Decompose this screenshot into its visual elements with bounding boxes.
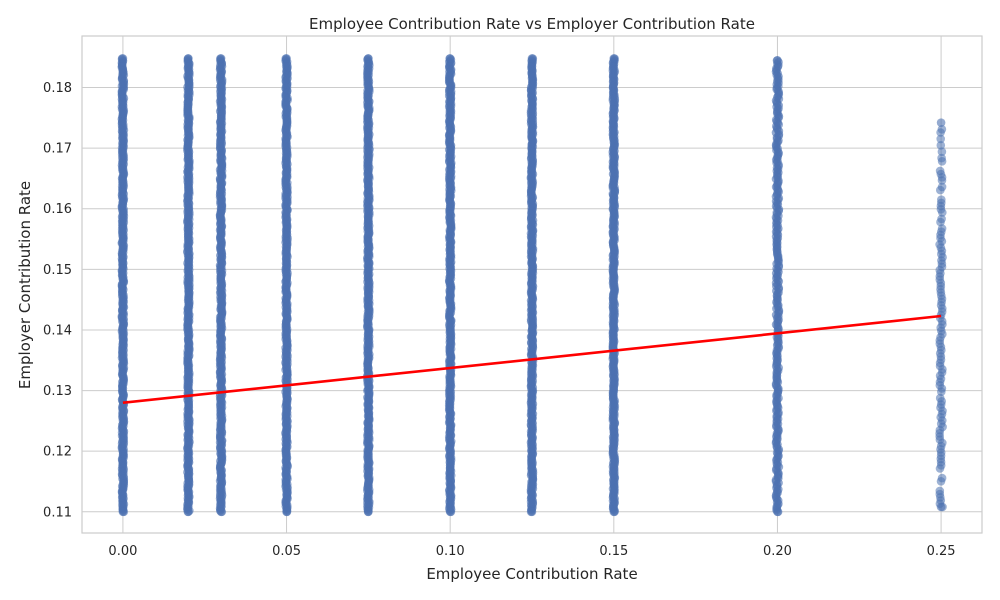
data-point <box>364 54 373 63</box>
data-point <box>527 507 537 517</box>
x-tick-label: 0.05 <box>272 544 301 559</box>
data-point <box>935 486 945 496</box>
y-tick-label: 0.11 <box>43 505 72 520</box>
x-axis-label: Employee Contribution Rate <box>426 565 637 583</box>
y-tick-label: 0.18 <box>43 81 72 96</box>
data-point <box>935 393 945 403</box>
data-point <box>935 166 945 176</box>
x-tick-label: 0.20 <box>763 544 792 559</box>
data-point <box>936 118 946 127</box>
y-tick-label: 0.14 <box>43 323 72 338</box>
point-column <box>117 54 129 517</box>
point-column <box>363 54 374 517</box>
point-column <box>215 54 227 517</box>
data-points <box>117 54 947 517</box>
data-point <box>773 55 782 65</box>
chart-title: Employee Contribution Rate vs Employer C… <box>309 15 755 33</box>
data-point <box>937 147 947 156</box>
data-point <box>937 125 947 134</box>
data-point <box>527 54 537 63</box>
data-point <box>445 54 455 63</box>
y-tick-label: 0.12 <box>43 445 72 460</box>
y-tick-label: 0.16 <box>43 202 72 217</box>
data-point <box>773 507 782 517</box>
x-tick-label: 0.00 <box>108 544 137 559</box>
data-point <box>216 507 226 517</box>
data-point <box>216 54 226 63</box>
regression-line-layer <box>122 314 942 404</box>
x-tick-label: 0.15 <box>599 544 628 559</box>
y-tick-labels: 0.11 0.12 0.13 0.14 0.15 0.16 0.17 0.18 <box>43 81 72 520</box>
point-column <box>771 55 784 517</box>
data-point <box>609 507 619 517</box>
x-tick-label: 0.25 <box>927 544 956 559</box>
data-point <box>937 182 947 192</box>
point-column <box>526 54 538 517</box>
data-point <box>282 54 291 63</box>
data-point <box>937 214 946 224</box>
point-column <box>444 54 456 517</box>
x-tick-labels: 0.00 0.05 0.10 0.15 0.20 0.25 <box>108 544 955 559</box>
plot-frame <box>81 35 983 534</box>
point-column <box>935 118 947 512</box>
regression-line <box>122 314 942 404</box>
point-column <box>608 54 620 517</box>
data-point <box>364 507 373 517</box>
x-tick-label: 0.10 <box>436 544 465 559</box>
data-point <box>445 507 455 517</box>
y-tick-label: 0.13 <box>43 384 72 399</box>
data-point <box>118 54 128 63</box>
point-column <box>281 54 292 517</box>
data-point <box>937 473 947 483</box>
data-point <box>184 54 193 63</box>
data-point <box>118 507 128 517</box>
data-point <box>282 507 291 517</box>
data-point <box>936 141 946 150</box>
y-axis-label: Employer Contribution Rate <box>16 181 34 389</box>
y-tick-label: 0.17 <box>43 142 72 157</box>
data-point <box>184 507 193 517</box>
point-column <box>183 54 194 517</box>
data-point <box>936 134 945 144</box>
data-point <box>937 153 946 163</box>
data-point <box>936 502 946 512</box>
y-tick-label: 0.15 <box>43 263 72 278</box>
data-point <box>609 54 619 63</box>
data-point <box>937 195 946 204</box>
